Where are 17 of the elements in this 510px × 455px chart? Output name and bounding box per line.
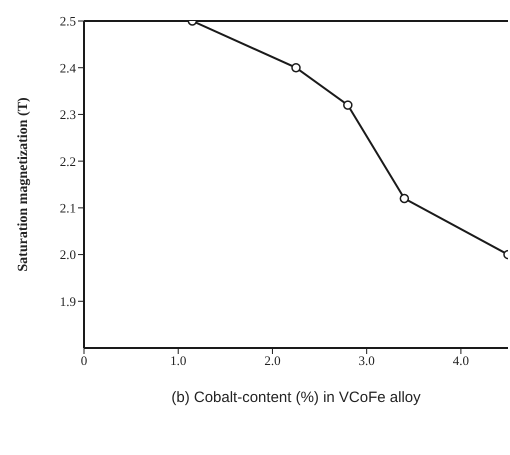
x-tick-label: 3.0: [358, 353, 375, 368]
x-tick-label: 4.0: [452, 353, 470, 368]
x-tick-label: 1.0: [170, 353, 186, 368]
y-tick-label: 2.2: [60, 154, 76, 169]
y-tick-label: 2.4: [60, 60, 76, 76]
x-tick-label: 2.0: [264, 353, 281, 368]
y-tick-label: 2.0: [60, 247, 76, 262]
y-tick-label: 2.3: [60, 107, 76, 122]
point: [291, 62, 301, 72]
y-tick-label: 1.9: [60, 294, 76, 309]
x-tick-label: 0: [80, 353, 88, 368]
point: [400, 194, 410, 204]
y-tick-label: 2.1: [60, 200, 76, 216]
y-tick-label: 2.5: [60, 14, 76, 29]
point: [343, 100, 353, 110]
x-axis-title: (b) Cobalt-content (%) in VCoFe alloy: [171, 389, 422, 406]
y-axis-title: Saturation magnetization (T): [16, 97, 31, 272]
